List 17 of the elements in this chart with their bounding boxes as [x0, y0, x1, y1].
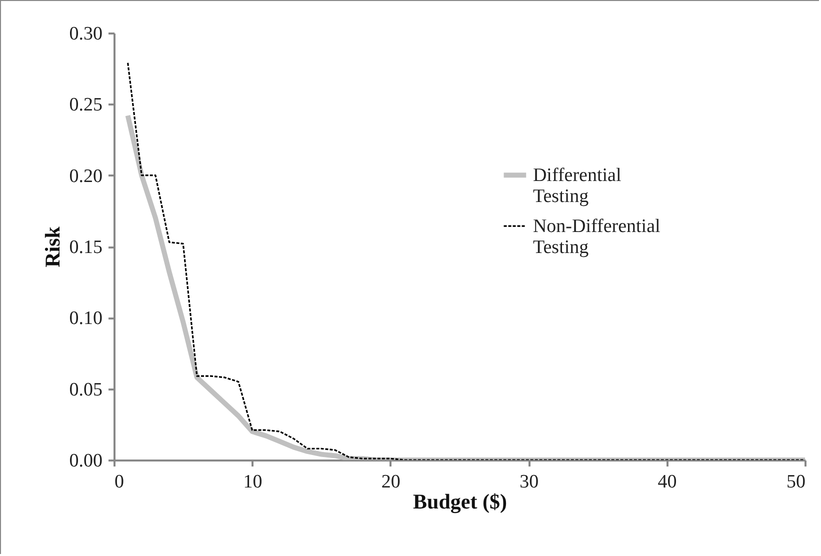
x-tick-label: 10 — [243, 472, 262, 492]
y-tick-label: 0.10 — [69, 308, 102, 330]
x-axis-title: Budget ($) — [413, 490, 507, 514]
y-tick-label: 0.00 — [69, 450, 102, 472]
x-tick-label: 30 — [520, 472, 539, 492]
y-tick-label: 0.20 — [69, 166, 102, 187]
legend-label: Non-Differential Testing — [532, 216, 660, 258]
legend-label: Differential Testing — [532, 165, 622, 208]
x-tick-label: 0 — [114, 472, 124, 492]
y-tick-label: 0.25 — [69, 94, 102, 116]
y-tick-label: 0.05 — [69, 379, 102, 400]
x-tick-label: 40 — [658, 472, 677, 492]
x-tick-label: 20 — [381, 472, 400, 492]
x-tick-label: 50 — [786, 472, 806, 492]
y-axis-title: Risk — [40, 226, 64, 268]
y-tick-label: 0.15 — [69, 237, 102, 258]
y-tick-label: 0.30 — [69, 24, 102, 44]
